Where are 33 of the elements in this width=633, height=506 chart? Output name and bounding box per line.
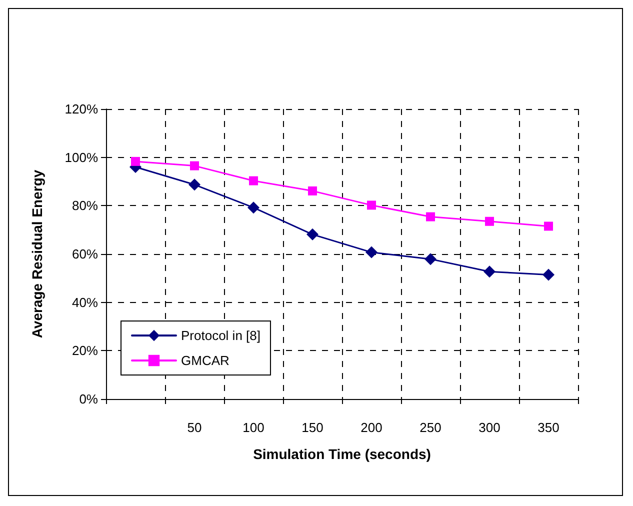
y-tick-label: 60% — [72, 246, 98, 262]
x-tick-label: 300 — [478, 420, 500, 435]
point — [484, 266, 496, 278]
point — [306, 228, 318, 240]
y-tick-label: 80% — [72, 198, 98, 214]
point — [188, 178, 200, 191]
y-tick-label: 40% — [72, 294, 98, 310]
point — [542, 268, 554, 281]
point — [426, 212, 435, 222]
legend-label: GMCAR — [181, 353, 230, 368]
x-tick-label: 150 — [302, 420, 324, 435]
point — [485, 216, 494, 226]
x-tick-label: 200 — [360, 420, 382, 435]
point — [308, 186, 317, 196]
x-tick-label: 350 — [538, 420, 560, 435]
point — [366, 246, 378, 258]
point — [249, 176, 258, 186]
y-tick-label: 20% — [72, 343, 98, 358]
y-axis-title: Average Residual Energy — [29, 170, 45, 338]
x-tick-label: 100 — [242, 420, 264, 435]
point — [131, 156, 140, 166]
y-tick-label: 100% — [64, 150, 98, 165]
point — [544, 222, 553, 231]
legend-label: Protocol in [8] — [181, 328, 260, 343]
x-tick-label: 50 — [187, 420, 202, 435]
y-tick-label: 120% — [64, 102, 98, 116]
point — [190, 161, 199, 170]
y-tick-label: 0% — [79, 392, 98, 406]
x-axis-title: Simulation Time (seconds) — [253, 446, 431, 462]
x-tick-label: 250 — [420, 420, 442, 435]
point — [424, 253, 436, 266]
point — [248, 202, 260, 214]
point — [367, 200, 376, 210]
